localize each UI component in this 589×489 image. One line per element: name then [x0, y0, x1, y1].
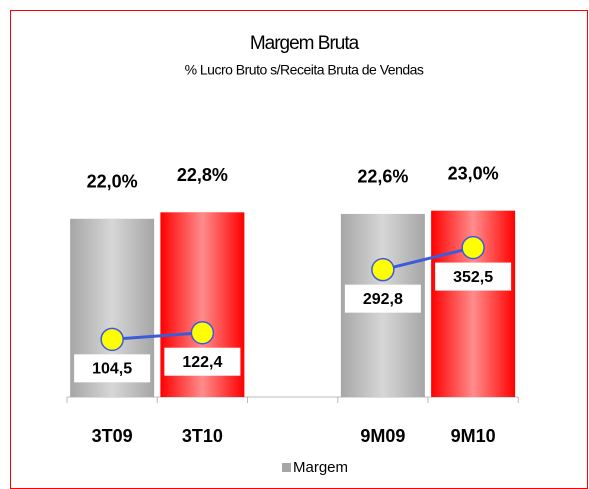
legend-label: Margem	[293, 459, 348, 476]
x-tick-label: 9M10	[451, 426, 496, 446]
line-value-label: 104,5	[92, 361, 132, 378]
line-value-box	[435, 262, 512, 291]
bar-value-label: 22,6%	[357, 167, 408, 187]
line	[112, 331, 203, 341]
line-marker	[371, 257, 395, 282]
chart-title: Margem Bruta	[250, 33, 360, 54]
line-value-box	[164, 347, 241, 376]
bar-value-label: 22,0%	[87, 172, 138, 192]
line-value-label: 352,5	[453, 269, 493, 286]
line-value-label: 122,4	[182, 354, 222, 371]
line-marker	[461, 235, 485, 260]
line-value-label: 292,8	[363, 291, 403, 308]
line-marker	[100, 327, 124, 352]
x-tick-label: 3T09	[92, 426, 133, 446]
chart-subtitle: % Lucro Bruto s/Receita Bruta de Vendas	[185, 62, 424, 78]
line	[382, 246, 474, 272]
x-tick-label: 9M09	[360, 426, 405, 446]
bar-value-label: 23,0%	[448, 163, 499, 183]
legend-swatch	[282, 463, 291, 472]
line-value-box	[74, 354, 151, 383]
line-marker	[190, 320, 215, 345]
bar-value-label: 22,8%	[177, 165, 228, 185]
x-tick-label: 3T10	[182, 426, 223, 446]
line-value-box	[344, 284, 421, 313]
